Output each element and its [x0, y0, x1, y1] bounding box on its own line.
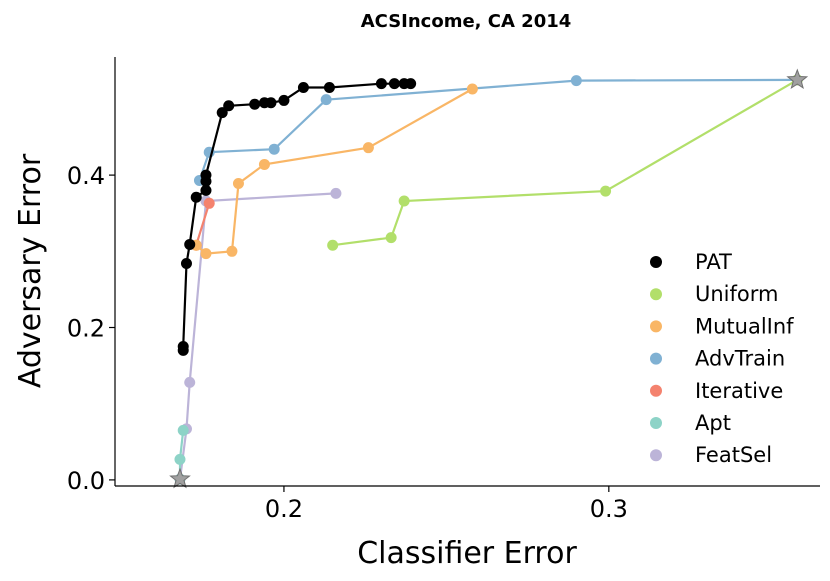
x-tick-label: 0.2: [265, 495, 303, 523]
legend-label: Apt: [695, 411, 731, 435]
legend-marker: [650, 256, 662, 268]
data-point-pat: [223, 100, 235, 112]
data-point-pat: [180, 257, 192, 269]
legend-item-featsel: FeatSel: [650, 443, 772, 467]
star-marker: [786, 68, 809, 90]
legend-label: PAT: [695, 250, 732, 274]
data-point-uniform: [398, 195, 410, 207]
data-point-pat: [200, 184, 212, 196]
data-point-mutualinf: [466, 83, 478, 95]
data-point-advtrain: [268, 143, 280, 155]
legend-marker: [650, 288, 662, 301]
series-line-iterative: [195, 202, 211, 246]
series-line-featsel: [178, 192, 336, 480]
data-point-pat: [297, 81, 309, 93]
data-point-pat: [375, 78, 387, 90]
data-point-mutualinf: [362, 142, 374, 154]
series-pat: [177, 78, 417, 356]
series-line-advtrain: [198, 78, 798, 181]
data-point-pat: [249, 98, 261, 110]
legend-item-iterative: Iterative: [650, 379, 783, 403]
data-point-pat: [278, 94, 290, 106]
legend-label: Uniform: [695, 282, 778, 306]
data-point-iterative: [203, 197, 215, 209]
legend-item-advtrain: AdvTrain: [650, 347, 785, 371]
legend-label: FeatSel: [695, 443, 772, 467]
x-axis-label: Classifier Error: [357, 536, 577, 571]
legend-marker: [650, 384, 662, 397]
data-point-pat: [265, 97, 277, 109]
data-point-uniform: [600, 185, 612, 197]
data-point-advtrain: [320, 94, 332, 106]
data-point-pat: [200, 169, 212, 181]
data-point-uniform: [327, 239, 339, 251]
plot-area: [169, 68, 809, 489]
series-line-pat: [182, 82, 411, 351]
data-point-pat: [216, 107, 228, 119]
legend: PAT Uniform MutualInf AdvTrain Iterative Apt F…: [650, 250, 794, 467]
data-point-pat: [190, 191, 202, 203]
data-point-mutualinf: [226, 245, 238, 257]
legend-label: Iterative: [695, 379, 783, 403]
data-point-apt: [174, 453, 186, 465]
legend-label: MutualInf: [695, 314, 794, 338]
legend-marker: [650, 320, 662, 333]
series-line-uniform: [332, 78, 798, 247]
legend-item-mutualinf: MutualInf: [650, 314, 794, 338]
legend-marker: [650, 449, 662, 462]
data-point-featsel: [184, 376, 196, 388]
data-point-pat: [405, 78, 417, 90]
data-point-mutualinf: [258, 158, 270, 170]
data-point-pat: [323, 81, 335, 93]
x-tick-label: 0.3: [590, 495, 628, 523]
data-point-advtrain: [570, 75, 582, 87]
data-point-mutualinf: [232, 177, 244, 189]
series-mutualinf: [190, 83, 478, 260]
legend-item-uniform: Uniform: [650, 282, 778, 306]
data-point-pat: [177, 341, 189, 353]
y-tick-label: 0.0: [67, 467, 105, 495]
data-point-uniform: [385, 232, 397, 244]
series-line-mutualinf: [195, 88, 473, 255]
legend-label: AdvTrain: [695, 347, 785, 371]
legend-marker: [650, 352, 662, 365]
data-point-mutualinf: [200, 248, 212, 260]
legend-item-apt: Apt: [650, 411, 731, 435]
data-point-pat: [388, 78, 400, 90]
y-tick-label: 0.2: [67, 315, 105, 343]
chart-title: ACSIncome, CA 2014: [361, 11, 572, 32]
y-axis-label: Adversary Error: [13, 153, 48, 388]
data-point-apt: [177, 424, 189, 436]
legend-item-pat: PAT: [650, 250, 732, 274]
axis-ticks: 0.2 0.3 0.0 0.2 0.4: [67, 162, 628, 523]
data-point-featsel: [330, 187, 342, 199]
star-marker: [169, 467, 191, 489]
series-uniform: [327, 74, 803, 251]
y-tick-label: 0.4: [67, 162, 105, 190]
legend-marker: [650, 417, 662, 429]
data-point-pat: [184, 238, 196, 250]
